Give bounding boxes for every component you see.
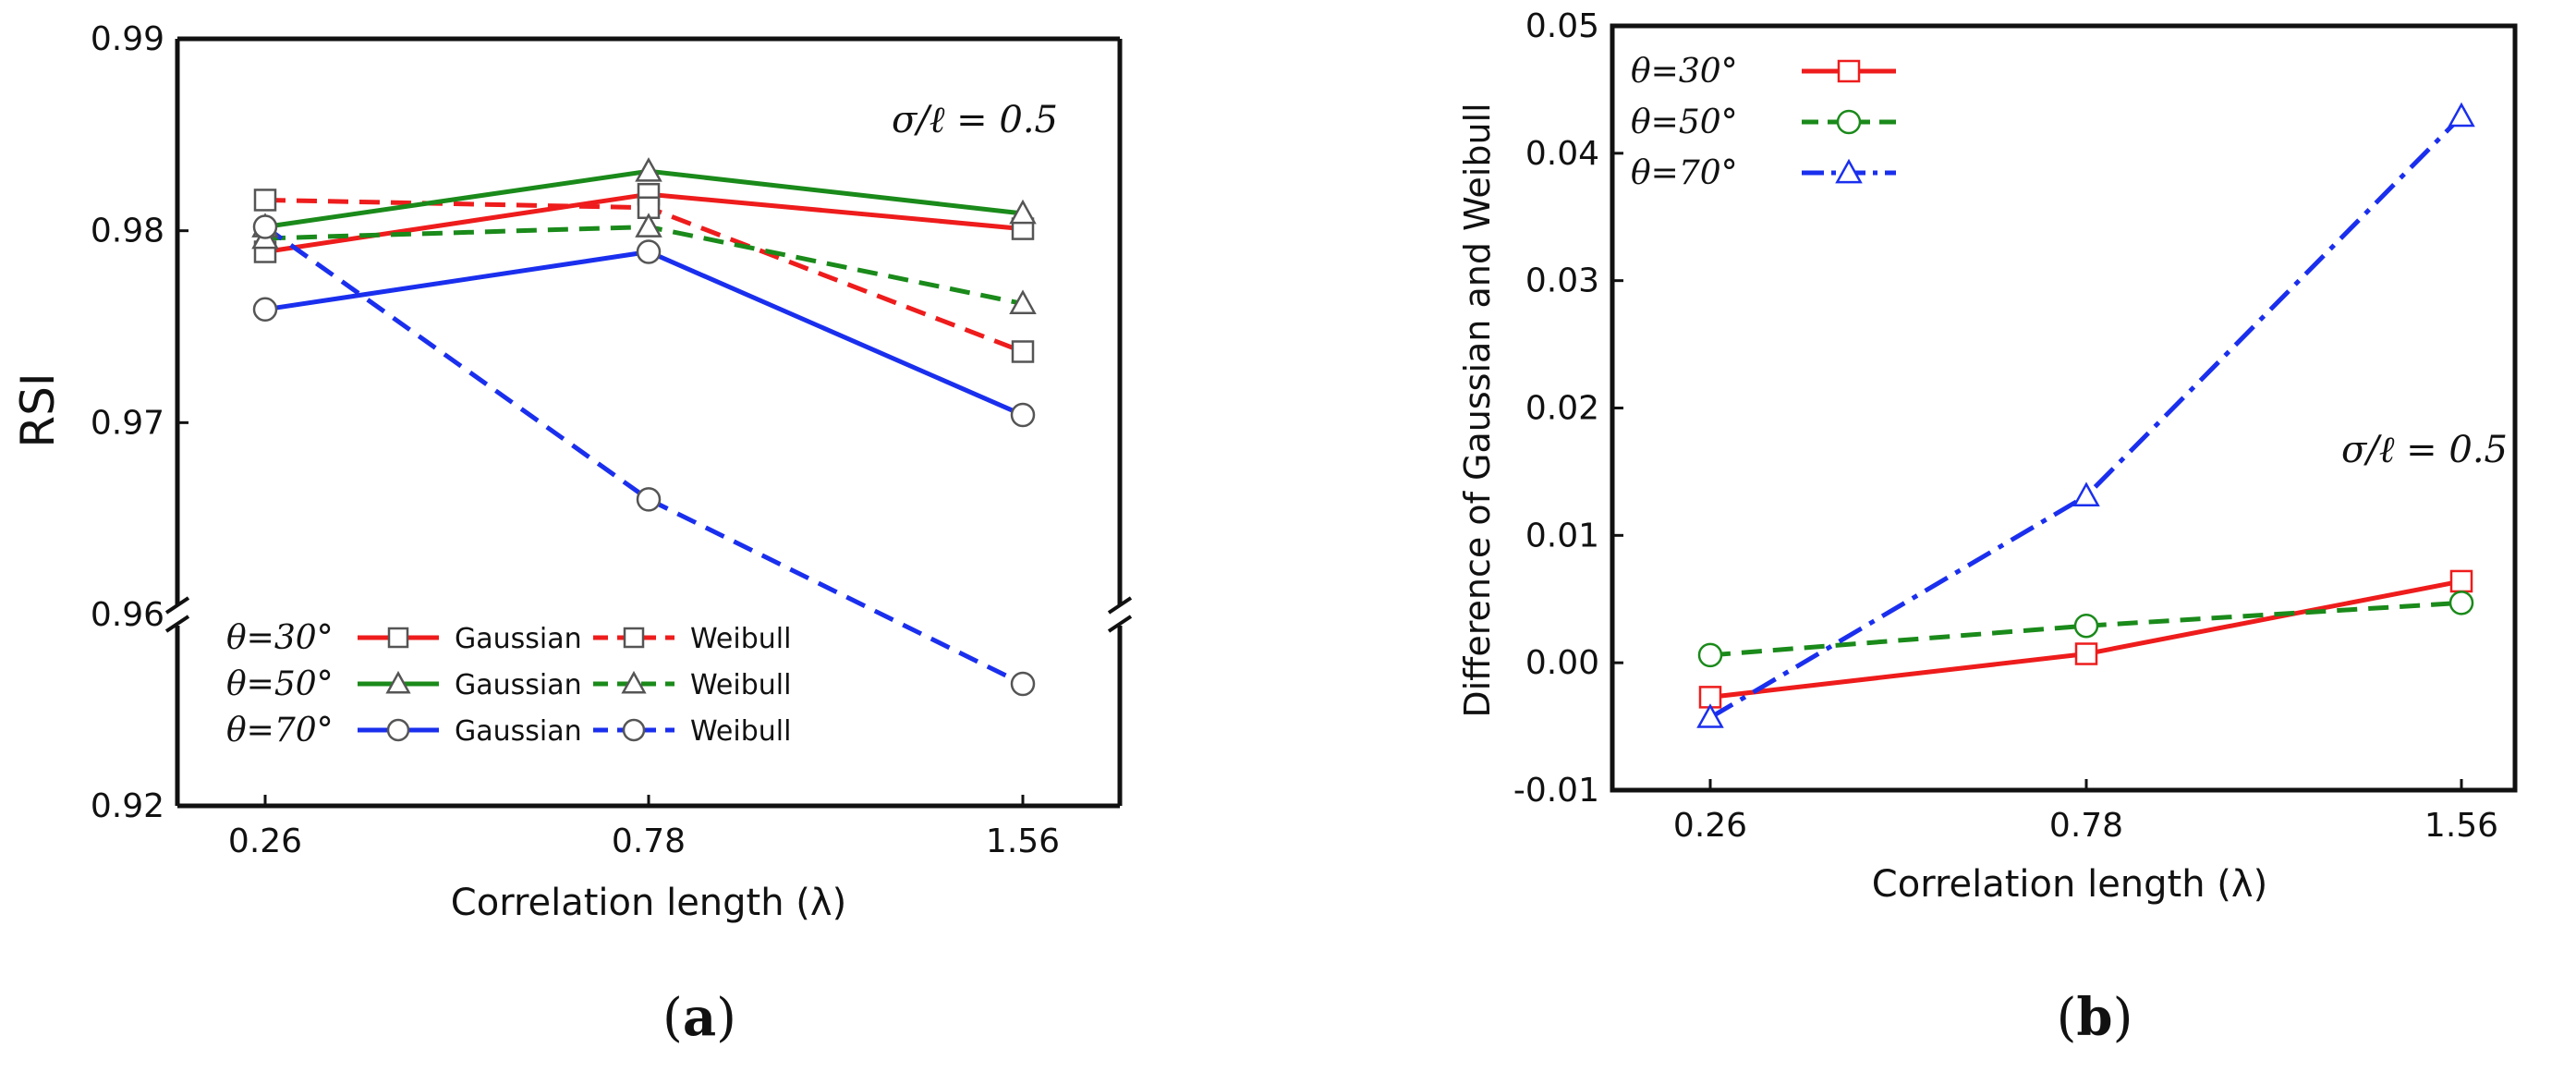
data-point-theta50 — [2448, 591, 2474, 615]
y-tick-label: 0.97 — [91, 404, 164, 442]
x-tick-label: 1.56 — [986, 822, 1060, 860]
legend-marker-weibull — [623, 627, 645, 649]
legend-marker-weibull — [621, 670, 647, 694]
y-tick-label: 0.03 — [1525, 262, 1599, 300]
data-point-theta50-weibull — [1009, 289, 1037, 314]
legend-theta-label: θ=30° — [1631, 53, 1738, 91]
plot-b-legend: θ=30° θ=50° θ=70° — [1631, 53, 1896, 192]
annotation-a: σ/ℓ = 0.5 — [892, 99, 1058, 141]
data-point-theta70-gaussian — [1010, 402, 1036, 428]
x-axis-label-b: Correlation length (λ) — [1872, 863, 2267, 906]
x-tick-label: 0.26 — [228, 822, 302, 860]
legend-marker-theta70 — [1835, 158, 1863, 184]
series-line-theta70-weibull — [263, 225, 1025, 687]
data-point-theta50-weibull — [635, 213, 662, 238]
y-tick-label: 0.92 — [91, 787, 164, 825]
data-point-theta50-gaussian — [635, 157, 662, 182]
panel-b: -0.01 0.00 0.01 0.02 0.03 0.04 0.05 0.26 0.78 1.5… — [1457, 7, 2518, 1048]
data-point-theta70-weibull — [636, 487, 662, 512]
series-line-theta70-gaussian — [264, 249, 1024, 418]
legend-theta-label: θ=50° — [1631, 104, 1738, 141]
panel-label-b: (b) — [2057, 987, 2133, 1048]
legend-marker-theta50 — [1836, 109, 1862, 135]
axis-break-mark — [1107, 596, 1133, 615]
data-point-theta50 — [1697, 642, 1723, 668]
panel-label-a: (a) — [662, 987, 736, 1048]
legend-label-gaussian: Gaussian — [455, 623, 582, 655]
y-tick-label: -0.01 — [1513, 772, 1599, 810]
y-tick-label: 0.98 — [91, 213, 164, 250]
legend-marker-gaussian — [387, 627, 409, 649]
axis-break-mark — [164, 615, 190, 633]
plot-b-series-layer — [1696, 102, 2475, 728]
legend-theta-label: θ=30° — [226, 619, 334, 657]
legend-marker-theta30 — [1837, 59, 1861, 83]
plot-b-border — [1610, 23, 2518, 793]
plot-a-frame: 0.96 0.97 0.98 0.99 0.92 0.26 0.78 1.56 — [91, 20, 1133, 860]
legend-theta-label: θ=70° — [226, 712, 334, 749]
y-tick-label: 0.01 — [1525, 517, 1599, 554]
y-tick-label: 0.96 — [91, 596, 164, 634]
legend-theta-label: θ=50° — [226, 665, 334, 703]
data-point-theta70-gaussian — [252, 297, 278, 323]
data-point-theta50 — [2073, 613, 2099, 639]
series-line-theta30 — [1709, 579, 2462, 700]
legend-marker-gaussian — [386, 718, 410, 742]
annotation-b: σ/ℓ = 0.5 — [2341, 429, 2508, 471]
legend-label-gaussian: Gaussian — [455, 669, 582, 701]
legend-marker-gaussian — [385, 670, 411, 694]
legend-label-gaussian: Gaussian — [455, 715, 582, 748]
data-point-theta30 — [2449, 569, 2473, 593]
x-tick-label: 1.56 — [2424, 807, 2498, 845]
legend-label-weibull: Weibull — [690, 715, 791, 748]
data-point-theta70 — [2072, 481, 2100, 506]
axis-break-mark — [164, 596, 190, 615]
data-point-theta70-weibull — [252, 214, 278, 239]
y-tick-label: 0.02 — [1525, 390, 1599, 428]
legend-marker-weibull — [622, 718, 646, 742]
data-point-theta70 — [2448, 102, 2475, 128]
plot-a-series-layer — [251, 157, 1037, 697]
y-tick-label: 0.05 — [1525, 7, 1599, 45]
data-point-theta50-gaussian — [1009, 199, 1037, 225]
data-point-theta30-weibull — [253, 189, 277, 212]
x-tick-label: 0.26 — [1673, 807, 1747, 845]
plot-a-legend: θ=30° Gaussian Weibull θ=50° Gaussian Weibull… — [226, 619, 791, 749]
legend-label-weibull: Weibull — [690, 669, 791, 701]
data-point-theta70 — [1696, 703, 1724, 728]
y-tick-label: 0.04 — [1525, 135, 1599, 173]
x-tick-label: 0.78 — [612, 822, 686, 860]
plot-b-frame: -0.01 0.00 0.01 0.02 0.03 0.04 0.05 0.26 0.78 1.5… — [1513, 7, 2518, 845]
data-point-theta70-weibull — [1010, 671, 1036, 697]
x-tick-label: 0.78 — [2049, 807, 2123, 845]
panel-a: 0.96 0.97 0.98 0.99 0.92 0.26 0.78 1.56 θ=30° Ga… — [11, 20, 1133, 1048]
data-point-theta30 — [2074, 642, 2098, 665]
y-axis-label-a: RSI — [11, 372, 65, 447]
x-axis-label-a: Correlation length (λ) — [451, 882, 846, 924]
y-tick-label: 0.99 — [91, 20, 164, 58]
legend-theta-label: θ=70° — [1631, 154, 1738, 192]
axis-break-mark — [1107, 615, 1133, 633]
y-tick-label: 0.00 — [1525, 644, 1599, 682]
y-axis-label-b: Difference of Gaussian and Weibull — [1457, 103, 1498, 717]
data-point-theta70-gaussian — [636, 239, 662, 264]
legend-label-weibull: Weibull — [690, 623, 791, 655]
data-point-theta30-weibull — [1011, 340, 1035, 363]
